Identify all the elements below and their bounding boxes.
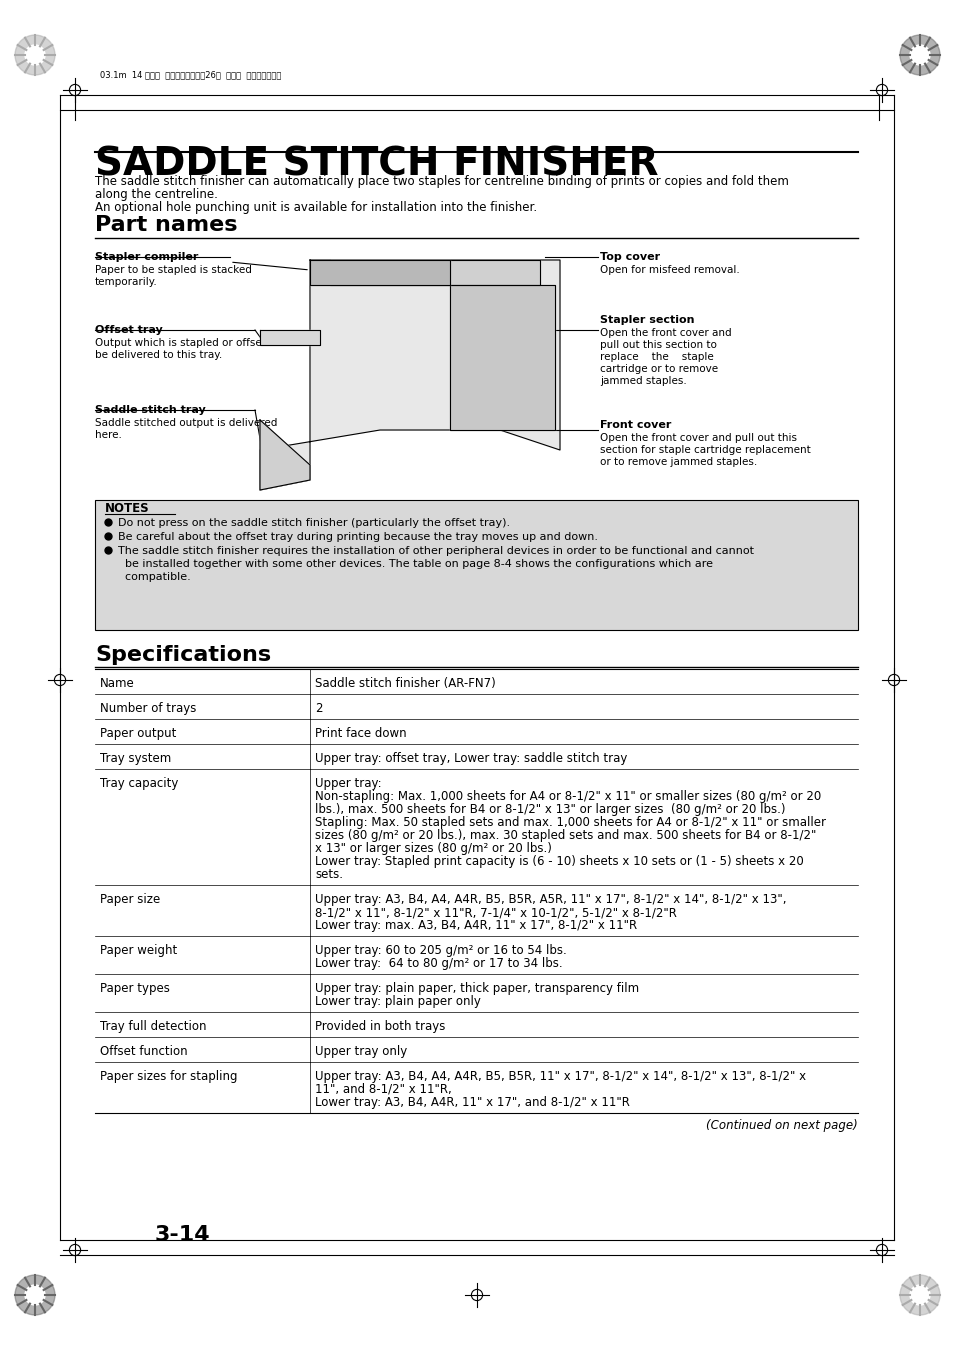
Text: Upper tray only: Upper tray only bbox=[314, 1046, 407, 1058]
Text: Offset tray: Offset tray bbox=[95, 326, 163, 335]
Text: SADDLE STITCH FINISHER: SADDLE STITCH FINISHER bbox=[95, 145, 658, 182]
Text: sets.: sets. bbox=[314, 867, 343, 881]
Text: 03.1m  14 ページ  ２００４年１０月26日  火曜日  午後５時３９分: 03.1m 14 ページ ２００４年１０月26日 火曜日 午後５時３９分 bbox=[100, 70, 281, 80]
Circle shape bbox=[25, 45, 45, 65]
Text: Provided in both trays: Provided in both trays bbox=[314, 1020, 445, 1034]
Text: Tray full detection: Tray full detection bbox=[100, 1020, 206, 1034]
Text: Tray system: Tray system bbox=[100, 753, 172, 765]
Text: Specifications: Specifications bbox=[95, 644, 271, 665]
Circle shape bbox=[25, 1285, 45, 1305]
Text: jammed staples.: jammed staples. bbox=[599, 376, 686, 386]
Polygon shape bbox=[260, 420, 310, 490]
Text: The saddle stitch finisher can automatically place two staples for centreline bi: The saddle stitch finisher can automatic… bbox=[95, 176, 788, 188]
Text: Name: Name bbox=[100, 677, 134, 690]
Polygon shape bbox=[260, 259, 559, 490]
Text: Non-stapling: Max. 1,000 sheets for A4 or 8-1/2" x 11" or smaller sizes (80 g/m²: Non-stapling: Max. 1,000 sheets for A4 o… bbox=[314, 790, 821, 802]
Polygon shape bbox=[330, 259, 539, 285]
Circle shape bbox=[909, 1285, 929, 1305]
Polygon shape bbox=[450, 285, 555, 430]
Text: Do not press on the saddle stitch finisher (particularly the offset tray).: Do not press on the saddle stitch finish… bbox=[118, 517, 510, 528]
Bar bbox=[95, 500, 857, 630]
Text: pull out this section to: pull out this section to bbox=[599, 340, 716, 350]
Text: The saddle stitch finisher requires the installation of other peripheral devices: The saddle stitch finisher requires the … bbox=[118, 546, 753, 557]
Text: Stapler compiler: Stapler compiler bbox=[95, 253, 198, 262]
Text: Print face down: Print face down bbox=[314, 727, 406, 740]
Polygon shape bbox=[310, 259, 450, 285]
Circle shape bbox=[909, 45, 929, 65]
Text: (Continued on next page): (Continued on next page) bbox=[705, 1119, 857, 1132]
Text: Lower tray: A3, B4, A4R, 11" x 17", and 8-1/2" x 11"R: Lower tray: A3, B4, A4R, 11" x 17", and … bbox=[314, 1096, 629, 1109]
Polygon shape bbox=[260, 330, 319, 345]
Text: Lower tray:  64 to 80 g/m² or 17 to 34 lbs.: Lower tray: 64 to 80 g/m² or 17 to 34 lb… bbox=[314, 957, 562, 970]
Text: Paper sizes for stapling: Paper sizes for stapling bbox=[100, 1070, 237, 1084]
Text: Upper tray: plain paper, thick paper, transparency film: Upper tray: plain paper, thick paper, tr… bbox=[314, 982, 639, 994]
Circle shape bbox=[15, 1275, 55, 1315]
Text: 11", and 8-1/2" x 11"R,: 11", and 8-1/2" x 11"R, bbox=[314, 1084, 452, 1096]
Text: or to remove jammed staples.: or to remove jammed staples. bbox=[599, 457, 757, 467]
Text: x 13" or larger sizes (80 g/m² or 20 lbs.): x 13" or larger sizes (80 g/m² or 20 lbs… bbox=[314, 842, 551, 855]
Circle shape bbox=[15, 35, 55, 76]
Text: Open the front cover and: Open the front cover and bbox=[599, 328, 731, 338]
Text: Lower tray: plain paper only: Lower tray: plain paper only bbox=[314, 994, 480, 1008]
Text: Open for misfeed removal.: Open for misfeed removal. bbox=[599, 265, 739, 276]
Text: be delivered to this tray.: be delivered to this tray. bbox=[95, 350, 222, 359]
Text: Upper tray: 60 to 205 g/m² or 16 to 54 lbs.: Upper tray: 60 to 205 g/m² or 16 to 54 l… bbox=[314, 944, 566, 957]
Text: Lower tray: max. A3, B4, A4R, 11" x 17", 8-1/2" x 11"R: Lower tray: max. A3, B4, A4R, 11" x 17",… bbox=[314, 919, 637, 932]
Text: Be careful about the offset tray during printing because the tray moves up and d: Be careful about the offset tray during … bbox=[118, 532, 598, 542]
Text: Paper weight: Paper weight bbox=[100, 944, 177, 957]
Text: lbs.), max. 500 sheets for B4 or 8-1/2" x 13" or larger sizes  (80 g/m² or 20 lb: lbs.), max. 500 sheets for B4 or 8-1/2" … bbox=[314, 802, 784, 816]
Text: cartridge or to remove: cartridge or to remove bbox=[599, 363, 718, 374]
Text: Saddle stitched output is delivered: Saddle stitched output is delivered bbox=[95, 417, 277, 428]
Text: Upper tray:: Upper tray: bbox=[314, 777, 381, 790]
Text: Part names: Part names bbox=[95, 215, 237, 235]
Text: Paper size: Paper size bbox=[100, 893, 160, 907]
Text: Stapler section: Stapler section bbox=[599, 315, 694, 326]
Text: An optional hole punching unit is available for installation into the finisher.: An optional hole punching unit is availa… bbox=[95, 201, 537, 213]
Text: Upper tray: offset tray, Lower tray: saddle stitch tray: Upper tray: offset tray, Lower tray: sad… bbox=[314, 753, 627, 765]
Text: Top cover: Top cover bbox=[599, 253, 659, 262]
Text: temporarily.: temporarily. bbox=[95, 277, 157, 286]
Text: 8-1/2" x 11", 8-1/2" x 11"R, 7-1/4" x 10-1/2", 5-1/2" x 8-1/2"R: 8-1/2" x 11", 8-1/2" x 11"R, 7-1/4" x 10… bbox=[314, 907, 677, 919]
Text: Paper types: Paper types bbox=[100, 982, 170, 994]
Text: along the centreline.: along the centreline. bbox=[95, 188, 217, 201]
Text: Tray capacity: Tray capacity bbox=[100, 777, 178, 790]
Text: Paper output: Paper output bbox=[100, 727, 176, 740]
Text: Upper tray: A3, B4, A4, A4R, B5, B5R, 11" x 17", 8-1/2" x 14", 8-1/2" x 13", 8-1: Upper tray: A3, B4, A4, A4R, B5, B5R, 11… bbox=[314, 1070, 805, 1084]
Text: here.: here. bbox=[95, 430, 122, 440]
Text: Number of trays: Number of trays bbox=[100, 703, 196, 715]
Circle shape bbox=[899, 1275, 939, 1315]
Text: compatible.: compatible. bbox=[118, 571, 191, 582]
Text: 2: 2 bbox=[314, 703, 322, 715]
Text: Saddle stitch tray: Saddle stitch tray bbox=[95, 405, 206, 415]
Text: Open the front cover and pull out this: Open the front cover and pull out this bbox=[599, 434, 796, 443]
Text: replace    the    staple: replace the staple bbox=[599, 353, 713, 362]
Text: sizes (80 g/m² or 20 lbs.), max. 30 stapled sets and max. 500 sheets for B4 or 8: sizes (80 g/m² or 20 lbs.), max. 30 stap… bbox=[314, 830, 816, 842]
Text: Front cover: Front cover bbox=[599, 420, 671, 430]
Text: Paper to be stapled is stacked: Paper to be stapled is stacked bbox=[95, 265, 252, 276]
Circle shape bbox=[899, 35, 939, 76]
Text: Lower tray: Stapled print capacity is (6 - 10) sheets x 10 sets or (1 - 5) sheet: Lower tray: Stapled print capacity is (6… bbox=[314, 855, 803, 867]
Text: Offset function: Offset function bbox=[100, 1046, 188, 1058]
Text: Saddle stitch finisher (AR-FN7): Saddle stitch finisher (AR-FN7) bbox=[314, 677, 496, 690]
Text: 3-14: 3-14 bbox=[154, 1225, 211, 1246]
Text: Upper tray: A3, B4, A4, A4R, B5, B5R, A5R, 11" x 17", 8-1/2" x 14", 8-1/2" x 13": Upper tray: A3, B4, A4, A4R, B5, B5R, A5… bbox=[314, 893, 785, 907]
Text: Output which is stapled or offset will: Output which is stapled or offset will bbox=[95, 338, 286, 349]
Text: NOTES: NOTES bbox=[105, 503, 150, 515]
Text: section for staple cartridge replacement: section for staple cartridge replacement bbox=[599, 444, 810, 455]
Text: Stapling: Max. 50 stapled sets and max. 1,000 sheets for A4 or 8-1/2" x 11" or s: Stapling: Max. 50 stapled sets and max. … bbox=[314, 816, 825, 830]
Text: be installed together with some other devices. The table on page 8-4 shows the c: be installed together with some other de… bbox=[118, 559, 712, 569]
